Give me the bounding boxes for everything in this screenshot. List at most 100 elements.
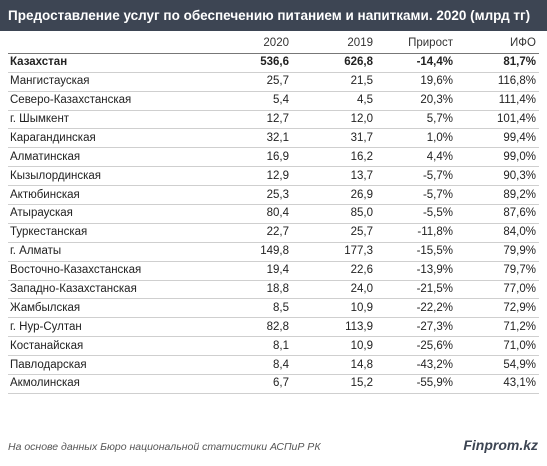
value-2019-cell: 22,6 — [292, 261, 376, 281]
value-2020-cell: 32,1 — [210, 128, 292, 149]
value-2019-cell: 10,9 — [292, 336, 376, 357]
value-2020-cell: 19,4 — [210, 261, 292, 281]
value-2020-cell: 536,6 — [210, 53, 292, 73]
ifo-cell: 77,0% — [456, 280, 539, 300]
growth-cell: 4,4% — [376, 147, 456, 168]
ifo-cell: 43,1% — [456, 374, 539, 394]
table-row: Жамбылская 8,5 10,9 -22,2% 72,9% — [8, 298, 539, 319]
region-cell: г. Алматы — [8, 242, 210, 262]
ifo-cell: 111,4% — [456, 91, 539, 111]
value-2020-cell: 149,8 — [210, 242, 292, 262]
column-header-2019: 2019 — [292, 35, 376, 54]
region-cell: Алматинская — [8, 147, 210, 168]
growth-cell: 5,7% — [376, 110, 456, 130]
ifo-cell: 89,2% — [456, 185, 539, 206]
column-header-ifo: ИФО — [456, 35, 539, 54]
region-cell: Мангистауская — [8, 72, 210, 92]
ifo-cell: 90,3% — [456, 166, 539, 187]
ifo-cell: 54,9% — [456, 355, 539, 376]
table-row: Атырауская 80,4 85,0 -5,5% 87,6% — [8, 204, 539, 224]
growth-cell: -5,5% — [376, 204, 456, 224]
value-2020-cell: 18,8 — [210, 280, 292, 300]
value-2020-cell: 22,7 — [210, 223, 292, 243]
region-cell: Западно-Казахстанская — [8, 280, 210, 300]
value-2020-cell: 12,9 — [210, 166, 292, 187]
growth-cell: -27,3% — [376, 317, 456, 338]
value-2020-cell: 16,9 — [210, 147, 292, 168]
column-header-2020: 2020 — [210, 35, 292, 54]
growth-cell: -15,5% — [376, 242, 456, 262]
region-cell: Северо-Казахстанская — [8, 91, 210, 111]
value-2019-cell: 24,0 — [292, 280, 376, 300]
value-2019-cell: 21,5 — [292, 72, 376, 92]
table-row: Западно-Казахстанская 18,8 24,0 -21,5% 77,0% — [8, 280, 539, 300]
table-row: г. Нур-Султан 82,8 113,9 -27,3% 71,2% — [8, 317, 539, 338]
growth-cell: -21,5% — [376, 280, 456, 300]
value-2019-cell: 15,2 — [292, 374, 376, 394]
ifo-cell: 116,8% — [456, 72, 539, 92]
region-cell: Кызылординская — [8, 166, 210, 187]
value-2019-cell: 626,8 — [292, 53, 376, 73]
table-row: Северо-Казахстанская 5,4 4,5 20,3% 111,4% — [8, 91, 539, 111]
table-row: Мангистауская 25,7 21,5 19,6% 116,8% — [8, 72, 539, 92]
ifo-cell: 81,7% — [456, 53, 539, 73]
table-row: г. Шымкент 12,7 12,0 5,7% 101,4% — [8, 110, 539, 130]
value-2019-cell: 26,9 — [292, 185, 376, 206]
data-table: 2020 2019 Прирост ИФО Казахстан 536,6 626,… — [8, 35, 539, 394]
value-2019-cell: 10,9 — [292, 298, 376, 319]
growth-cell: -14,4% — [376, 53, 456, 73]
value-2020-cell: 8,5 — [210, 298, 292, 319]
region-cell: Карагандинская — [8, 128, 210, 149]
value-2020-cell: 8,1 — [210, 336, 292, 357]
region-cell: Туркестанская — [8, 223, 210, 243]
region-cell: Акмолинская — [8, 374, 210, 394]
table-row: Кызылординская 12,9 13,7 -5,7% 90,3% — [8, 166, 539, 187]
value-2019-cell: 12,0 — [292, 110, 376, 130]
region-cell: Костанайская — [8, 336, 210, 357]
growth-cell: -5,7% — [376, 185, 456, 206]
table-title: Предоставление услуг по обеспечению пита… — [0, 0, 547, 31]
ifo-cell: 79,7% — [456, 261, 539, 281]
value-2019-cell: 177,3 — [292, 242, 376, 262]
ifo-cell: 99,4% — [456, 128, 539, 149]
ifo-cell: 87,6% — [456, 204, 539, 224]
region-cell: Актюбинская — [8, 185, 210, 206]
ifo-cell: 99,0% — [456, 147, 539, 168]
table-row: Карагандинская 32,1 31,7 1,0% 99,4% — [8, 128, 539, 149]
region-cell: г. Нур-Султан — [8, 317, 210, 338]
value-2020-cell: 80,4 — [210, 204, 292, 224]
finprom-logo: Finprom.kz — [463, 437, 538, 453]
growth-cell: 1,0% — [376, 128, 456, 149]
table-row: Костанайская 8,1 10,9 -25,6% 71,0% — [8, 336, 539, 357]
growth-cell: -43,2% — [376, 355, 456, 376]
table-row: Актюбинская 25,3 26,9 -5,7% 89,2% — [8, 185, 539, 206]
source-note: На основе данных Бюро национальной стати… — [8, 441, 321, 453]
value-2019-cell: 14,8 — [292, 355, 376, 376]
ifo-cell: 72,9% — [456, 298, 539, 319]
growth-cell: -25,6% — [376, 336, 456, 357]
region-cell: Атырауская — [8, 204, 210, 224]
table-row: Акмолинская 6,7 15,2 -55,9% 43,1% — [8, 374, 539, 394]
region-cell: Восточно-Казахстанская — [8, 261, 210, 281]
value-2020-cell: 25,7 — [210, 72, 292, 92]
ifo-cell: 79,9% — [456, 242, 539, 262]
region-cell: Жамбылская — [8, 298, 210, 319]
growth-cell: -22,2% — [376, 298, 456, 319]
ifo-cell: 101,4% — [456, 110, 539, 130]
region-cell: Казахстан — [8, 53, 210, 73]
value-2020-cell: 25,3 — [210, 185, 292, 206]
column-header-region — [8, 35, 210, 54]
table-row: Павлодарская 8,4 14,8 -43,2% 54,9% — [8, 355, 539, 376]
value-2020-cell: 8,4 — [210, 355, 292, 376]
region-cell: Павлодарская — [8, 355, 210, 376]
growth-cell: -11,8% — [376, 223, 456, 243]
total-row: Казахстан 536,6 626,8 -14,4% 81,7% — [8, 53, 539, 73]
ifo-cell: 84,0% — [456, 223, 539, 243]
value-2020-cell: 6,7 — [210, 374, 292, 394]
ifo-cell: 71,2% — [456, 317, 539, 338]
value-2019-cell: 16,2 — [292, 147, 376, 168]
value-2019-cell: 25,7 — [292, 223, 376, 243]
table-row: г. Алматы 149,8 177,3 -15,5% 79,9% — [8, 242, 539, 262]
value-2020-cell: 82,8 — [210, 317, 292, 338]
value-2019-cell: 31,7 — [292, 128, 376, 149]
